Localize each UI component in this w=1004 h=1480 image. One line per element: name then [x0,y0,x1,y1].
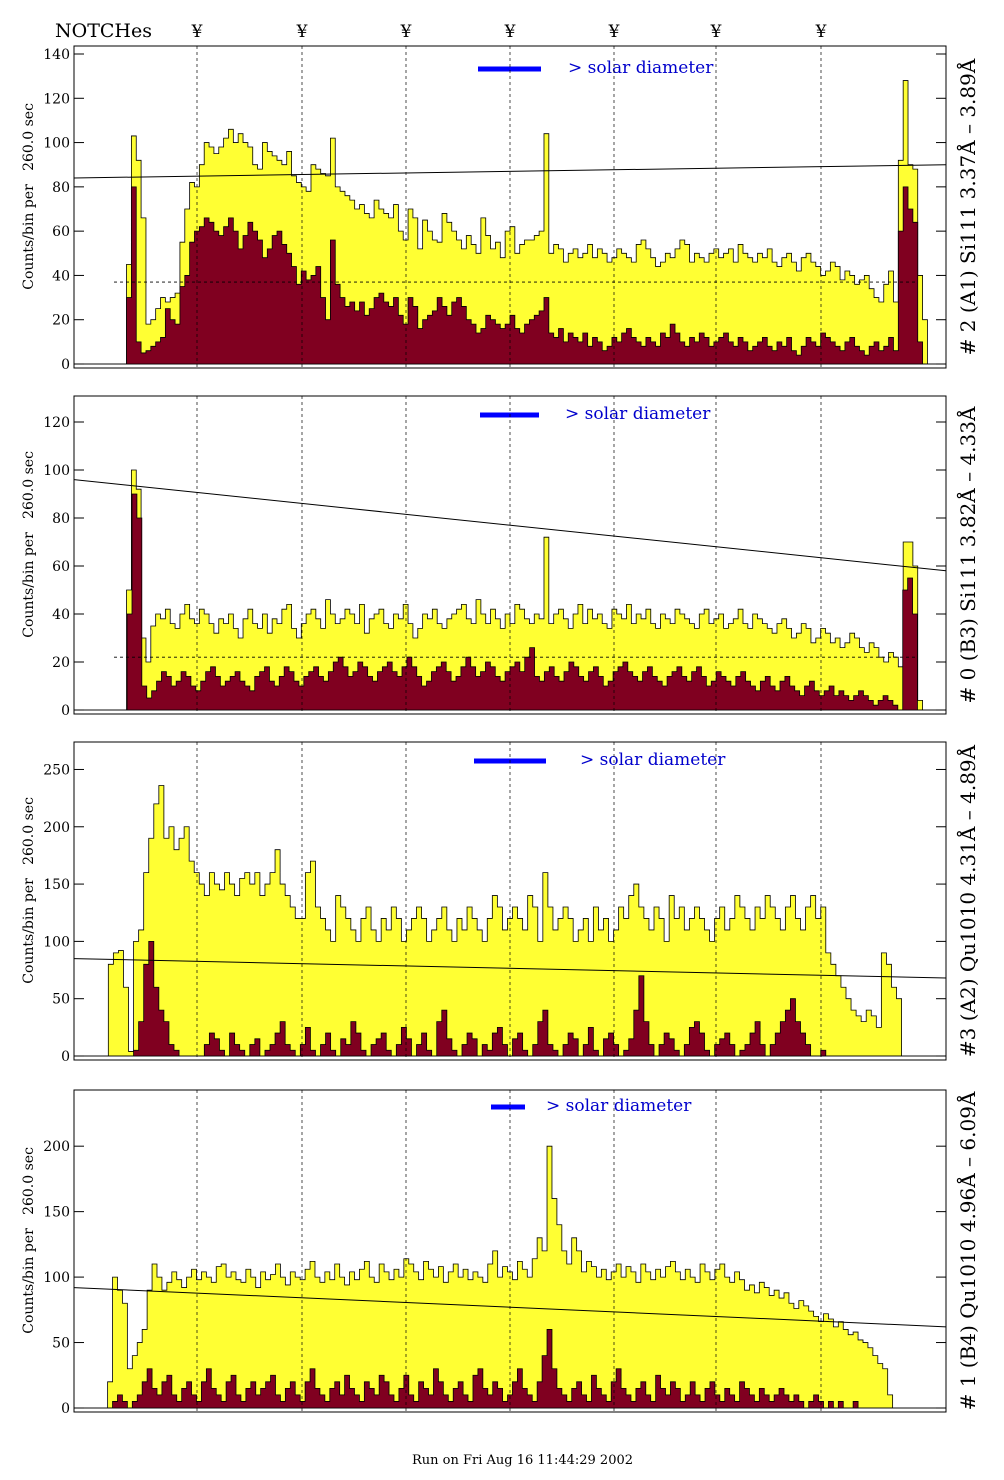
solar-diameter-label: > solar diameter [546,1096,692,1116]
y-axis-time-label: 260.0 sec [21,451,37,519]
y-tick-label: 120 [43,415,70,431]
solar-diameter-label: > solar diameter [568,58,714,78]
y-axis-time-label: 260.0 sec [21,797,37,865]
y-tick-label: 60 [52,224,70,240]
y-tick-label: 120 [43,91,70,107]
notch-symbol-6: ¥ [710,22,722,42]
notch-lines: ¥ ¥ ¥ ¥ ¥ ¥ ¥ [191,22,827,42]
y-tick-label: 80 [52,511,70,527]
y-tick-label: 60 [52,559,70,575]
y-tick-label: 200 [43,1139,70,1155]
series-dark-histogram [78,1329,942,1409]
y-tick-label: 50 [52,992,70,1008]
y-tick-label: 20 [52,655,70,671]
trend-line [73,479,947,572]
y-tick-label: 140 [43,47,70,63]
y-tick-label: 40 [52,607,70,623]
notch-symbol-4: ¥ [504,22,516,42]
y-axis-label: Counts/bin per [21,532,37,638]
panel-label: # 2 (A1) Si111 3.37Å – 3.89Å [955,58,980,355]
notch-symbol-2: ¥ [296,22,308,42]
y-tick-label: 0 [61,1401,70,1417]
trend-line [73,164,947,179]
solar-diameter-label: > solar diameter [565,404,711,424]
y-tick-label: 0 [61,357,70,373]
y-tick-label: 100 [43,463,70,479]
y-tick-label: 40 [52,268,70,284]
panel-label: # 0 (B3) Si111 3.82Å – 4.33Å [955,406,980,703]
solar-diameter-label: > solar diameter [580,750,726,770]
notch-symbol-1: ¥ [191,22,203,42]
y-tick-label: 80 [52,180,70,196]
y-tick-label: 0 [61,1049,70,1065]
panel-3: 0 50 100 150 200 250 Counts/bin per 260.0 sec #3… [21,741,980,1065]
series-dark-histogram [78,186,942,365]
y-axis-time-label: 260.0 sec [21,1147,37,1215]
panels-group: 0 20 40 60 80 100 120 140 Counts/bin per 260.0 se… [21,45,980,1417]
panel-4: 0 50 100 150 200 Counts/bin per 260.0 sec # 1 (… [21,1089,980,1417]
y-tick-label: 150 [43,877,70,893]
notches-label: NOTCHes [55,20,152,42]
panel-2: 0 20 40 60 80 100 120 Counts/bin per 260.0 sec # … [21,395,980,719]
y-tick-label: 150 [43,1205,70,1221]
y-tick-label: 250 [43,762,70,778]
y-axis-label: Counts/bin per [21,1228,37,1334]
y-tick-label: 100 [43,1270,70,1286]
notch-symbol-5: ¥ [608,22,620,42]
y-tick-label: 200 [43,820,70,836]
series-total-histogram [78,469,942,711]
series-dark-histogram [78,940,942,1057]
run-timestamp: Run on Fri Aug 16 11:44:29 2002 [412,1453,633,1468]
notch-symbol-7: ¥ [815,22,827,42]
y-axis-label: Counts/bin per [21,184,37,290]
y-axis-time-label: 260.0 sec [21,103,37,171]
y-tick-label: 100 [43,934,70,950]
notch-symbol-3: ¥ [400,22,412,42]
y-tick-label: 50 [52,1336,70,1352]
y-axis-label: Counts/bin per [21,878,37,984]
trend-line [73,958,947,979]
y-tick-label: 100 [43,136,70,152]
panel-label: # 1 (B4) Qu1010 4.96Å – 6.09Å [955,1091,980,1410]
panel-label: #3 (A2) Qu1010 4.31Å – 4.89Å [955,744,980,1057]
y-tick-label: 20 [52,313,70,329]
y-tick-label: 0 [61,703,70,719]
panel-1: 0 20 40 60 80 100 120 140 Counts/bin per 260.0 se… [21,45,980,373]
